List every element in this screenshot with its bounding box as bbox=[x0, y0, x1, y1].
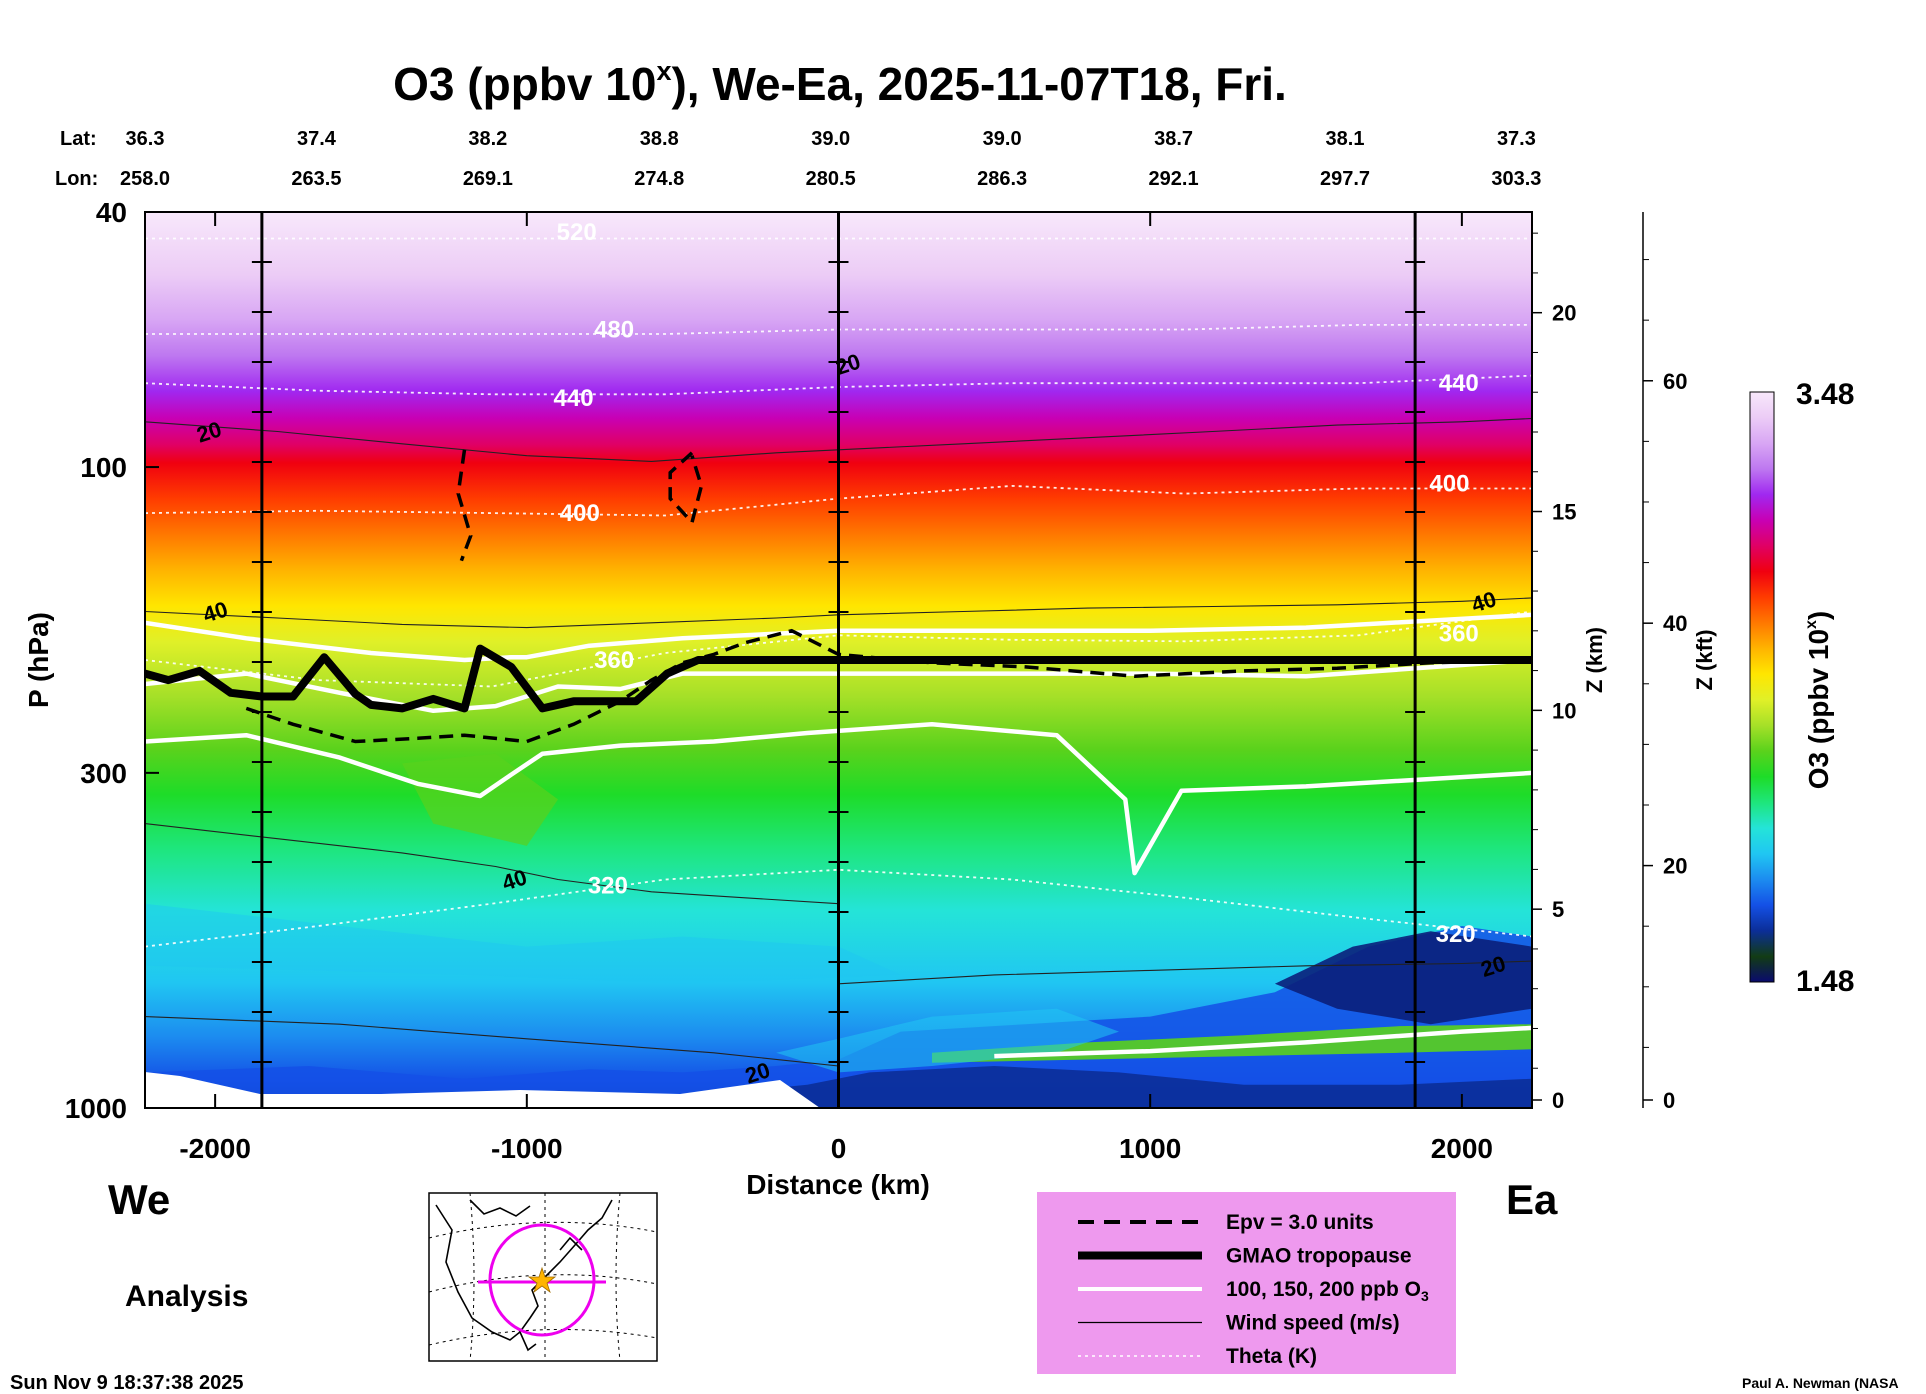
theta-label: 320 bbox=[588, 873, 628, 900]
legend-label: Wind speed (m/s) bbox=[1226, 1312, 1400, 1335]
x-tick-label: 1000 bbox=[1119, 1133, 1181, 1164]
z-kft-axis-label: Z (kft) bbox=[1692, 629, 1717, 690]
wind-contour bbox=[838, 960, 1532, 985]
domain-circle bbox=[488, 1223, 596, 1337]
p-tick-label: 1000 bbox=[65, 1093, 127, 1124]
x-tick-label: -2000 bbox=[179, 1133, 251, 1164]
theta-label: 400 bbox=[560, 500, 600, 527]
z-km-tick-label: 5 bbox=[1552, 897, 1564, 922]
theta-label: 320 bbox=[1436, 921, 1476, 948]
plot-area: 3203604004404805204404003603202020404040… bbox=[144, 211, 1533, 1109]
theta-label: 440 bbox=[554, 385, 594, 412]
o3-contour bbox=[145, 612, 1532, 663]
y-axis-label: P (hPa) bbox=[23, 612, 54, 708]
z-kft-tick-label: 20 bbox=[1663, 854, 1687, 879]
legend-label: GMAO tropopause bbox=[1226, 1245, 1412, 1268]
colorbar: 3.48 1.48 O3 (ppbv 10x) bbox=[1749, 378, 1854, 998]
pressure-axis: 40 100 300 1000 bbox=[65, 197, 159, 1124]
z-kft-tick-label: 0 bbox=[1663, 1088, 1675, 1113]
legend-label: Epv = 3.0 units bbox=[1226, 1211, 1374, 1234]
ozone-region bbox=[402, 753, 558, 846]
z-km-tick-label: 0 bbox=[1552, 1088, 1564, 1113]
theta-label: 360 bbox=[594, 647, 634, 674]
colorbar-min-label: 1.48 bbox=[1796, 965, 1854, 998]
east-label: Ea bbox=[1506, 1176, 1558, 1223]
lat-label: Lat: bbox=[60, 128, 97, 150]
theta-label: 520 bbox=[557, 219, 597, 246]
theta-label: 360 bbox=[1439, 621, 1479, 648]
lat-lon-header: Lat: Lon: 36.3 37.4 38.2 38.8 39.0 39.0 38.7 38… bbox=[55, 128, 1541, 190]
z-km-tick-label: 15 bbox=[1552, 500, 1576, 525]
chart-title: O3 (ppbv 10x), We-Ea, 2025-11-07T18, Fri… bbox=[393, 56, 1287, 110]
p-tick-label: 40 bbox=[96, 197, 127, 228]
timestamp: Sun Nov 9 18:37:38 2025 bbox=[10, 1372, 243, 1394]
legend-label: Theta (K) bbox=[1226, 1345, 1317, 1368]
ozone-region bbox=[1274, 931, 1532, 1025]
ozone-region bbox=[145, 926, 1532, 1108]
colorbar-max-label: 3.48 bbox=[1796, 378, 1854, 411]
west-label: We bbox=[108, 1176, 170, 1223]
terrain-mask bbox=[145, 1072, 820, 1108]
lat-value: 37.4 bbox=[297, 128, 337, 150]
epv-contour bbox=[668, 451, 704, 526]
credit: Paul A. Newman (NASA bbox=[1742, 1375, 1899, 1391]
colorbar-gradient bbox=[1749, 391, 1775, 983]
legend-label: 100, 150, 200 ppb O3 bbox=[1226, 1278, 1429, 1304]
o3-contour bbox=[994, 1025, 1532, 1059]
lon-value: 303.3 bbox=[1491, 168, 1541, 190]
o3-contour bbox=[145, 722, 1532, 876]
x-tick-label: 0 bbox=[831, 1133, 847, 1164]
ozone-region bbox=[145, 903, 901, 984]
wind-contour bbox=[145, 823, 839, 905]
lat-value: 36.3 bbox=[126, 128, 165, 150]
p-tick-label: 300 bbox=[80, 758, 127, 789]
tropopause-line bbox=[145, 644, 1532, 713]
theta-contour bbox=[145, 610, 1532, 688]
lon-value: 280.5 bbox=[806, 168, 856, 190]
lon-value: 286.3 bbox=[977, 168, 1027, 190]
lat-value: 38.1 bbox=[1326, 128, 1365, 150]
o3-contour bbox=[145, 657, 1532, 714]
z-km-axis: 0 5 10 15 20 bbox=[1531, 212, 1576, 1113]
z-km-tick-label: 20 bbox=[1552, 301, 1576, 326]
lat-value: 39.0 bbox=[983, 128, 1022, 150]
theta-contour bbox=[145, 868, 1532, 948]
colorbar-label: O3 (ppbv 10x) bbox=[1803, 611, 1834, 790]
epv-contour bbox=[245, 628, 1532, 744]
theta-label: 400 bbox=[1429, 470, 1469, 497]
coastline bbox=[435, 1199, 613, 1352]
theta-label: 440 bbox=[1439, 370, 1479, 397]
lon-label: Lon: bbox=[55, 168, 98, 190]
analysis-label: Analysis bbox=[125, 1280, 248, 1313]
x-axis-label: Distance (km) bbox=[746, 1169, 930, 1200]
lon-value: 292.1 bbox=[1149, 168, 1199, 190]
legend: Epv = 3.0 units GMAO tropopause 100, 150, … bbox=[1037, 1192, 1456, 1374]
x-tick-label: 2000 bbox=[1431, 1133, 1493, 1164]
lat-value: 38.8 bbox=[640, 128, 679, 150]
z-kft-tick-label: 40 bbox=[1663, 611, 1687, 636]
p-tick-label: 100 bbox=[80, 452, 127, 483]
lon-value: 263.5 bbox=[291, 168, 341, 190]
lon-value: 274.8 bbox=[634, 168, 684, 190]
z-km-axis-label: Z (km) bbox=[1582, 627, 1607, 693]
epv-contour bbox=[456, 449, 473, 562]
locator-map bbox=[428, 1192, 658, 1362]
center-star-icon bbox=[527, 1266, 557, 1294]
lon-value: 269.1 bbox=[463, 168, 513, 190]
z-kft-axis: 0 20 40 60 bbox=[1642, 212, 1687, 1113]
z-kft-tick-label: 60 bbox=[1663, 369, 1687, 394]
z-km-tick-label: 10 bbox=[1552, 698, 1576, 723]
lon-value: 297.7 bbox=[1320, 168, 1370, 190]
theta-label: 480 bbox=[594, 316, 634, 343]
lat-value: 39.0 bbox=[811, 128, 850, 150]
lat-value: 37.3 bbox=[1497, 128, 1536, 150]
lon-value: 258.0 bbox=[120, 168, 170, 190]
lat-value: 38.7 bbox=[1154, 128, 1193, 150]
ozone-region bbox=[776, 1008, 1119, 1073]
x-axis: -2000 -1000 0 1000 2000 bbox=[179, 212, 1493, 1164]
x-tick-label: -1000 bbox=[491, 1133, 563, 1164]
lat-value: 38.2 bbox=[468, 128, 507, 150]
wind-contour bbox=[145, 1016, 839, 1067]
